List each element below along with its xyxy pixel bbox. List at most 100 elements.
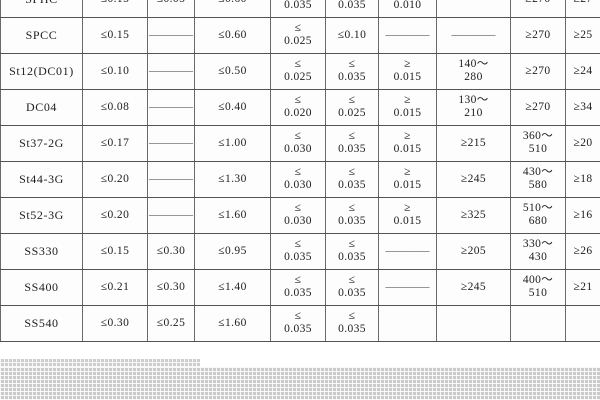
s-number: 0.035	[338, 215, 366, 228]
grade-cell: SS400	[0, 269, 83, 306]
el-number: ≥25	[573, 29, 593, 42]
al-operator: ≥	[404, 94, 411, 107]
ts-cell: 330～ 430	[510, 233, 566, 270]
al-value: ————	[379, 245, 436, 259]
ys-operator: 130～	[458, 94, 489, 107]
s-cell: ≤0.025	[325, 89, 379, 126]
ys-value: ≥245	[437, 280, 510, 294]
ys-number: ≥205	[460, 245, 487, 258]
p-number: 0.035	[284, 287, 312, 300]
p-number: 0.030	[284, 215, 312, 228]
ys-operator: 140～	[458, 58, 489, 71]
s-number: 0.035	[338, 287, 366, 300]
grade-cell: St37-2G	[0, 125, 83, 162]
el-cell: ≥16	[565, 197, 600, 234]
mn-number: ≤1.00	[218, 137, 247, 150]
p-cell: ≤0.035	[270, 269, 326, 306]
ts-value: 360～ 510	[511, 130, 565, 156]
grade-label: DC04	[25, 100, 58, 115]
p-number: 0.020	[284, 107, 312, 120]
c-value: ≤0.17	[83, 136, 147, 150]
el-value: ≥27	[566, 0, 600, 7]
c-number: ≤0.20	[100, 209, 130, 222]
ts-cell: 400～ 510	[510, 269, 566, 306]
s-cell: ≤0.035	[325, 269, 379, 306]
s-value: ≤0.035	[326, 274, 378, 300]
el-cell	[565, 305, 600, 342]
p-value: ≤0.035	[271, 274, 325, 300]
al-cell	[378, 305, 437, 342]
grade-label: St37-2G	[19, 136, 64, 151]
p-cell: ≤0.030	[270, 161, 326, 198]
mn-value: ≤1.60	[195, 316, 270, 330]
mn-cell: ≤1.60	[194, 305, 271, 342]
al-value: ≥0.015	[379, 130, 436, 156]
p-operator: ≤	[294, 22, 302, 35]
c-value: ≤0.15	[83, 0, 147, 7]
al-operator: ≥	[404, 58, 411, 71]
el-value: ≥25	[566, 28, 600, 42]
s-operator: ≤	[348, 58, 356, 71]
table-row: SS400 ≤0.21 ≤0.30 ≤1.40 ≤0.035 ≤0.035 ———— ≥245…	[0, 269, 600, 306]
si-cell: ————	[147, 125, 195, 162]
ts-operator: 430～	[522, 166, 554, 179]
s-operator: ≤	[348, 202, 356, 215]
al-value: ≥0.010	[379, 0, 436, 13]
el-number: ≥27	[573, 0, 592, 7]
mn-cell: ≤1.00	[194, 125, 271, 162]
c-number: ≤0.15	[100, 245, 130, 258]
table-row: St37-2G ≤0.17 ———— ≤1.00 ≤0.030 ≤0.035 ≥0.015 ≥…	[0, 125, 600, 162]
table-row: DC04 ≤0.08 ———— ≤0.40 ≤0.020 ≤0.025 ≥0.015 130～…	[0, 89, 600, 126]
p-operator: ≤	[294, 238, 302, 251]
mn-number: ≤0.95	[218, 245, 247, 258]
ts-number: ≥270	[525, 0, 550, 7]
grade-label: SPHC	[1, 0, 82, 8]
si-value: ————	[148, 29, 194, 43]
s-cell: ≤0.035	[325, 0, 379, 18]
al-number: 0.010	[393, 0, 422, 12]
ys-number: ≥215	[460, 137, 487, 150]
p-number: 0.030	[284, 179, 312, 192]
grade-cell: SPHC	[0, 0, 83, 18]
p-number: 0.035	[284, 0, 312, 12]
s-cell: ≤0.035	[325, 161, 379, 198]
ys-value: ≥205	[437, 244, 510, 258]
ys-cell	[436, 0, 511, 18]
si-value: ≤0.25	[148, 316, 194, 330]
ys-cell: ≥245	[436, 269, 511, 306]
p-number: 0.035	[284, 323, 312, 336]
si-cell: ————	[147, 197, 195, 234]
el-cell: ≥25	[565, 17, 600, 54]
s-operator: ≤	[348, 166, 356, 179]
s-cell: ≤0.035	[325, 197, 379, 234]
el-value: ≥26	[566, 244, 600, 258]
p-operator: ≤	[294, 94, 302, 107]
c-number: ≤0.21	[100, 281, 130, 294]
grade-label: St52-3G	[19, 208, 64, 223]
el-cell: ≥20	[565, 125, 600, 162]
s-cell: ≤0.035	[325, 53, 379, 90]
al-value: ≥0.015	[379, 58, 436, 84]
c-number: ≤0.17	[100, 137, 130, 150]
p-value: ≤0.030	[271, 130, 325, 156]
c-value: ≤0.15	[83, 244, 147, 258]
c-cell: ≤0.08	[82, 89, 148, 126]
ts-value: ≥270	[511, 0, 565, 7]
si-value: ————	[148, 173, 194, 187]
mn-cell: ≤1.60	[194, 197, 271, 234]
c-number: ≤0.30	[100, 317, 130, 330]
grade-label: SS400	[24, 280, 59, 295]
si-empty-marker: ————	[149, 172, 193, 185]
s-operator: ≤	[348, 274, 356, 287]
table-body: SPHC≤0.15≤0.05≤0.60≤0.035≤0.035≥0.010≥27…	[0, 0, 600, 342]
grade-cell: DC04	[0, 89, 83, 126]
al-operator: ≥	[404, 166, 411, 179]
p-number: 0.025	[284, 71, 312, 84]
p-number: 0.025	[284, 35, 312, 48]
mn-value: ≤1.30	[195, 172, 270, 186]
p-number: 0.035	[284, 251, 312, 264]
ts-number: 680	[528, 215, 548, 228]
al-cell: ≥0.015	[378, 125, 437, 162]
grade-label: SS540	[24, 316, 59, 331]
